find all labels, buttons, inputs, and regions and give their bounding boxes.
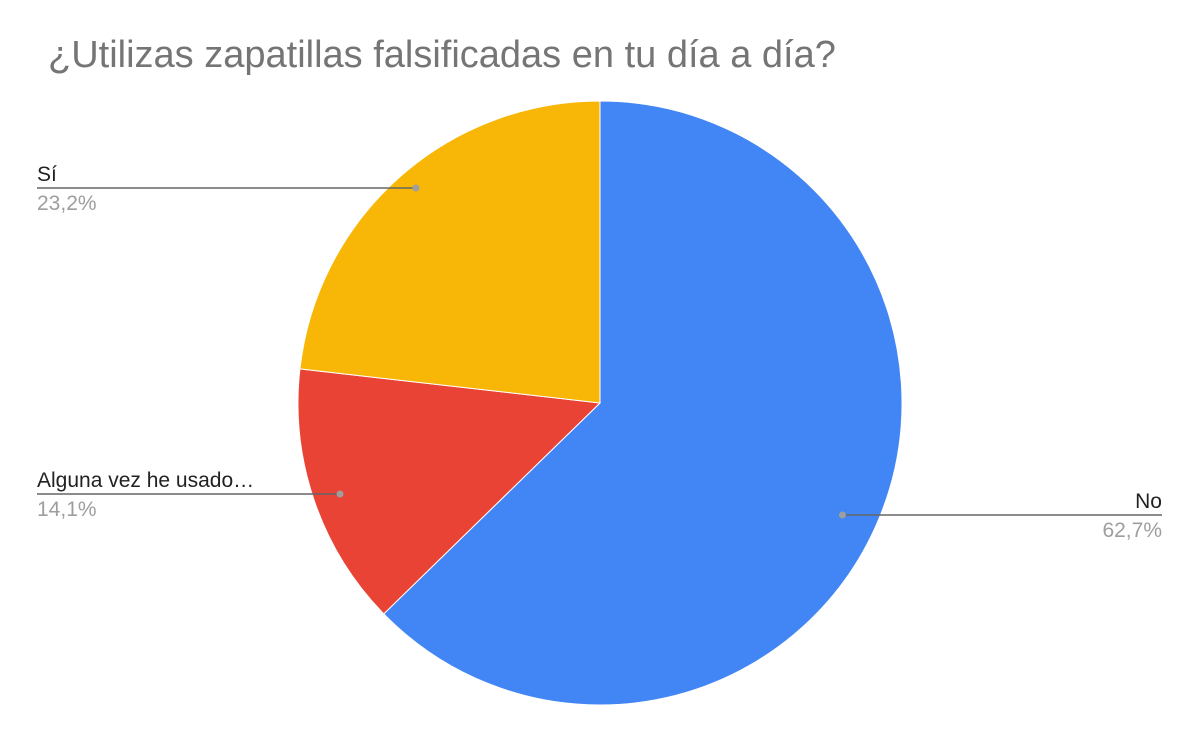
pie-slices [297, 100, 903, 706]
leader-dot-0 [838, 511, 846, 519]
pie-slice-2[interactable] [299, 100, 601, 404]
leader-dot-1 [336, 490, 344, 498]
pie-labels: No 62,7% Alguna vez he usado… 14,1% Sí 23,2% [37, 163, 1162, 542]
slice-percent-1: 14,1% [37, 498, 97, 521]
slice-label-2: Sí [37, 163, 57, 186]
slice-percent-2: 23,2% [37, 192, 97, 215]
slice-label-0: No [1135, 490, 1162, 513]
leader-dot-2 [412, 184, 420, 192]
chart-title: ¿Utilizas zapatillas falsificadas en tu … [48, 34, 836, 76]
slice-label-1: Alguna vez he usado… [37, 469, 254, 492]
pie-slice-0[interactable] [383, 100, 903, 706]
slice-percent-0: 62,7% [1102, 519, 1162, 542]
pie-slice-1[interactable] [297, 368, 602, 615]
